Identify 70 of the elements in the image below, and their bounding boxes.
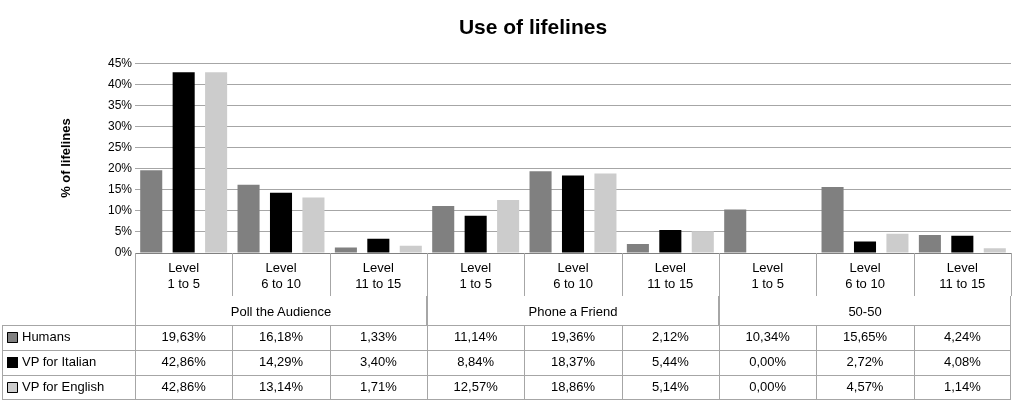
data-label: 11,14% (454, 329, 498, 345)
bar (951, 235, 974, 253)
bar (464, 215, 487, 253)
data-label: 4,08% (943, 354, 982, 370)
y-tick-label: 15% (107, 182, 133, 197)
bar (399, 245, 422, 253)
data-label: 12,57% (453, 379, 499, 395)
bar (886, 233, 909, 253)
data-label: 42,86% (161, 354, 207, 370)
bar (853, 241, 877, 253)
y-tick-label: 30% (107, 118, 133, 133)
y-tick-label: 25% (107, 139, 133, 154)
legend-label: Humans (22, 329, 71, 345)
x-tick-label: Level 11 to 15 (355, 260, 402, 291)
x-tick-label: Level 11 to 15 (939, 260, 986, 291)
x-tick-label: Level 6 to 10 (845, 260, 885, 291)
bar (497, 199, 520, 253)
x-tick-label: Level 6 to 10 (261, 260, 301, 291)
y-tick-label: 40% (107, 76, 133, 91)
data-label: 5,44% (651, 354, 690, 370)
data-label: 18,37% (550, 354, 596, 370)
bar (983, 248, 1006, 253)
bar (367, 238, 390, 253)
data-label: 1,14% (943, 379, 982, 395)
data-label: 8,84% (457, 354, 495, 370)
chart-title: Use of lifelines (458, 15, 608, 39)
y-tick-label: 10% (107, 203, 133, 218)
data-label: 15,65% (842, 329, 888, 345)
x-tick-label: Level 1 to 5 (167, 260, 200, 291)
bar (205, 72, 228, 253)
text: Poll the Audience (230, 304, 332, 320)
data-label: 0,00% (749, 354, 787, 370)
data-label: 4,57% (846, 379, 884, 395)
data-label: 1,71% (359, 379, 398, 395)
data-label: 42,86% (161, 379, 207, 395)
data-label: 1,33% (359, 329, 398, 345)
y-tick-label: 5% (114, 224, 133, 239)
text: 50-50 (848, 304, 882, 320)
legend-label: VP for Italian (22, 354, 97, 370)
x-tick-label: Level 11 to 15 (647, 260, 694, 291)
data-label: 14,29% (258, 354, 304, 370)
data-label: 2,12% (651, 329, 690, 345)
bar (269, 192, 293, 253)
y-tick-label: 45% (107, 55, 133, 70)
data-label: 16,18% (258, 329, 304, 345)
bar (594, 173, 617, 253)
bar (172, 72, 195, 253)
data-label: 0,00% (749, 379, 787, 395)
data-label: 5,14% (651, 379, 690, 395)
text: Phone a Friend (528, 304, 618, 320)
bar (561, 175, 585, 253)
bar (302, 197, 325, 253)
x-tick-label: Level 6 to 10 (553, 260, 593, 291)
data-label: 2,72% (846, 354, 884, 370)
data-label: 10,34% (745, 329, 791, 345)
legend-label: VP for English (22, 379, 105, 395)
y-tick-label: 0% (114, 245, 133, 260)
data-label: 13,14% (258, 379, 304, 395)
data-label: 19,36% (550, 329, 596, 345)
data-label: 18,86% (550, 379, 596, 395)
data-label: 3,40% (359, 354, 398, 370)
y-tick-label: 35% (107, 97, 133, 112)
y-axis-title: % of lifelines (58, 118, 74, 198)
x-tick-label: Level 1 to 5 (459, 260, 492, 291)
bar (659, 230, 682, 253)
x-tick-label: Level 1 to 5 (751, 260, 784, 291)
data-label: 4,24% (943, 329, 982, 345)
y-tick-label: 20% (107, 160, 133, 175)
bar (691, 231, 714, 253)
data-label: 19,63% (161, 329, 207, 345)
